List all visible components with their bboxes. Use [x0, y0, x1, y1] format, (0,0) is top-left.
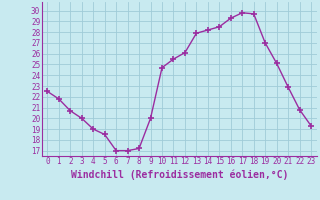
X-axis label: Windchill (Refroidissement éolien,°C): Windchill (Refroidissement éolien,°C) — [70, 169, 288, 180]
